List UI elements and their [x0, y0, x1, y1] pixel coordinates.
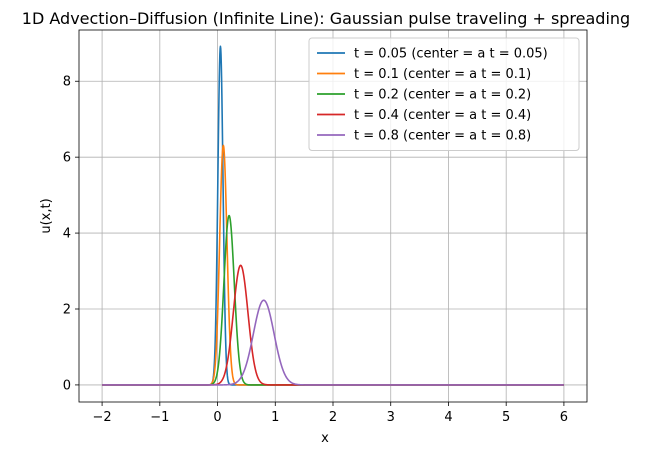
y-tick-label: 0	[63, 378, 71, 393]
y-tick-label: 6	[63, 151, 71, 166]
x-tick-label: 2	[329, 410, 337, 425]
y-axis-label: u(x,t)	[39, 198, 54, 233]
legend-box	[308, 37, 580, 151]
legend-entry: t = 0.1 (center = a t = 0.1)	[354, 67, 531, 82]
chart-title: 1D Advection–Diffusion (Infinite Line): …	[22, 9, 630, 28]
legend-entry: t = 0.8 (center = a t = 0.8)	[354, 129, 531, 144]
x-tick-label: −2	[93, 410, 112, 425]
x-tick-label: 1	[271, 410, 279, 425]
y-tick-label: 8	[63, 75, 71, 90]
x-tick-label: 5	[502, 410, 510, 425]
y-tick-label: 2	[63, 303, 71, 318]
y-axis: 0 2 4 6 8	[63, 75, 79, 393]
y-tick-label: 4	[63, 227, 71, 242]
x-tick-label: 3	[387, 410, 395, 425]
x-tick-label: 6	[560, 410, 568, 425]
legend: t = 0.05 (center = a t = 0.05) t = 0.1 (c…	[308, 37, 580, 151]
x-tick-label: −1	[150, 410, 169, 425]
series-line-5	[101, 299, 565, 386]
x-tick-label: 0	[213, 410, 221, 425]
x-axis-label: x	[321, 431, 329, 446]
x-tick-label: 4	[444, 410, 452, 425]
series-group	[101, 45, 565, 386]
legend-entry: t = 0.2 (center = a t = 0.2)	[354, 88, 531, 103]
legend-entry: t = 0.05 (center = a t = 0.05)	[354, 47, 548, 62]
x-axis: −2 −1 0 1 2 3 4 5 6	[93, 402, 568, 425]
legend-entry: t = 0.4 (center = a t = 0.4)	[354, 108, 531, 123]
